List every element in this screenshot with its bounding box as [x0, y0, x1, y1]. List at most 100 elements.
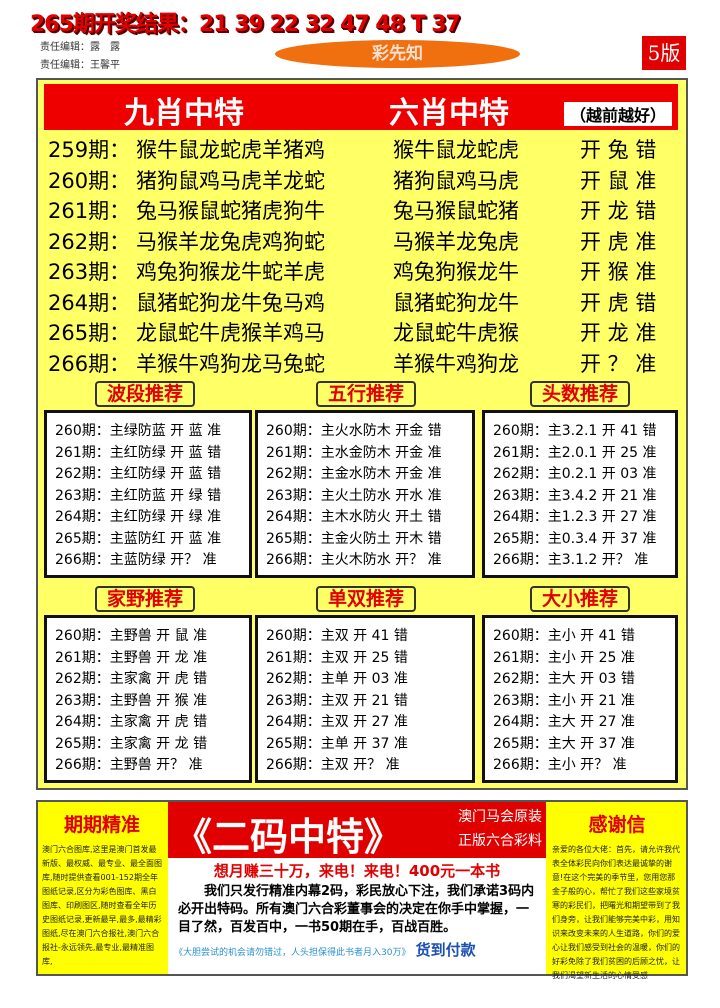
prediction-row: 260期： 猪狗鼠鸡马虎羊龙蛇 猪狗鼠鸡马虎 开 鼠 准 [48, 165, 678, 195]
record-line: 266期：主双 开？ 准 [266, 757, 400, 773]
ad-left-text: 澳门六合图库,这里是澳门首发最新版、最权威、最专业、最全面图库,随时提供查看00… [42, 845, 162, 966]
record-line: 266期：主3.1.2 开？ 准 [493, 552, 649, 568]
ad-left: 期期精准 澳门六合图库,这里是澳门首发最新版、最权威、最专业、最全面图库,随时提… [38, 802, 166, 974]
record-line: 265期：主单 开 37 准 [266, 735, 408, 752]
prediction-row: 263期： 鸡兔狗猴龙牛蛇羊虎 鸡兔狗猴龙牛 开 猴 准 [48, 256, 678, 286]
logo: 彩先知 [275, 40, 520, 68]
record-line: 261期：主小 开 25 准 [493, 649, 635, 666]
record-line: 266期：主火木防水 开？ 准 [266, 552, 442, 568]
title-right: 六肖中特 [389, 96, 509, 131]
record-line: 260期：主双 开 41 错 [266, 628, 408, 644]
prediction-row: 265期： 龙鼠蛇牛虎猴羊鸡马 龙鼠蛇牛虎猴 开 龙 准 [48, 317, 678, 347]
outcome: 开 龙 错 [580, 199, 657, 223]
editor-2: 责任编辑：王馨平 [40, 60, 120, 71]
record-line: 262期：主红防绿 开 蓝 错 [55, 466, 222, 482]
nine-zodiac: 兔马猴鼠蛇猪虎狗牛 [136, 199, 325, 223]
period: 260期： [48, 168, 131, 193]
record-line: 265期：主金火防土 开木 错 [266, 530, 442, 547]
record-line: 264期：主1.2.3 开 27 准 [493, 509, 657, 525]
nine-zodiac: 鼠猪蛇狗龙牛兔马鸡 [136, 290, 325, 315]
record-line: 264期：主木水防火 开土 错 [266, 509, 442, 525]
section-title: 五行推荐 [316, 381, 416, 407]
editor-1: 责任编辑：露 露 [40, 42, 120, 53]
ad-sub-1: 澳门马会原装 [458, 809, 542, 825]
record-line: 264期：主大 开 27 准 [493, 714, 635, 730]
title-note: （越前越好） [563, 102, 672, 126]
nine-zodiac: 羊猴牛鸡狗龙马兔蛇 [136, 351, 325, 376]
ad-body: 我们只发行精准内幕2码，彩民放心下注，我们承诺3码内必开出特码。所有澳门六合彩董… [178, 884, 535, 935]
record-line: 262期：主0.2.1 开 03 准 [493, 466, 657, 482]
prediction-row: 266期： 羊猴牛鸡狗龙马兔蛇 羊猴牛鸡狗龙 开 ？ 准 [48, 348, 678, 378]
record-line: 260期：主野兽 开 鼠 准 [55, 628, 208, 644]
record-line: 260期：主绿防蓝 开 蓝 准 [55, 423, 222, 439]
record-line: 263期：主野兽 开 猴 准 [55, 692, 208, 709]
section-box: 260期：主小 开 41 错 261期：主小 开 25 准 262期：主大 开 03… [482, 615, 678, 783]
period: 262期： [48, 229, 131, 254]
ad-right-text: 亲爱的各位大佬：首先，请允许我代表全体彩民向你们表达最诚挚的谢意!在这个完美的季… [552, 845, 680, 980]
record-line: 264期：主家禽 开 虎 错 [55, 714, 208, 730]
nine-zodiac: 猴牛鼠龙蛇虎羊猪鸡 [136, 138, 325, 162]
ad-left-title: 期期精准 [63, 814, 140, 836]
record-line: 262期：主金水防木 开金 准 [266, 466, 442, 482]
nine-zodiac: 猪狗鼠鸡马虎羊龙蛇 [136, 168, 325, 193]
record-line: 260期：主3.2.1 开 41 错 [493, 423, 657, 439]
title-left: 九肖中特 [124, 96, 244, 131]
record-line: 264期：主双 开 27 准 [266, 714, 408, 730]
ad-right: 感谢信 亲爱的各位大佬：首先，请允许我代表全体彩民向你们表达最诚挚的谢意!在这个… [548, 802, 686, 980]
outcome: 开 ？ 准 [580, 351, 657, 376]
six-zodiac: 龙鼠蛇牛虎猴 [393, 321, 519, 345]
period: 265期： [48, 321, 131, 345]
section-title: 大小推荐 [530, 586, 630, 612]
period: 259期： [48, 138, 131, 162]
outcome: 开 龙 准 [580, 321, 657, 345]
prediction-row: 262期： 马猴羊龙兔虎鸡狗蛇 马猴羊龙兔虎 开 虎 准 [48, 226, 678, 256]
nine-zodiac: 马猴羊龙兔虎鸡狗蛇 [136, 229, 325, 254]
section-title: 头数推荐 [530, 381, 630, 407]
record-line: 261期：主红防绿 开 蓝 错 [55, 444, 222, 461]
outcome: 开 猴 准 [580, 260, 657, 284]
record-line: 260期：主小 开 41 错 [493, 628, 635, 644]
nine-zodiac: 鸡兔狗猴龙牛蛇羊虎 [136, 260, 325, 284]
nine-zodiac: 龙鼠蛇牛虎猴羊鸡马 [136, 321, 325, 345]
record-line: 263期：主火土防水 开水 准 [266, 487, 442, 504]
record-line: 266期：主野兽 开？ 准 [55, 757, 203, 773]
record-line: 261期：主2.0.1 开 25 准 [493, 444, 657, 461]
section-box: 260期：主双 开 41 错 261期：主双 开 25 错 262期：主单 开 03… [255, 615, 475, 783]
record-line: 265期：主0.3.4 开 37 准 [493, 530, 657, 547]
period: 266期： [48, 351, 131, 376]
draw-result: 265期开奖结果：21 39 22 32 47 48 T 37 [30, 12, 461, 37]
section-title: 家野推荐 [95, 586, 195, 612]
record-line: 262期：主家禽 开 虎 错 [55, 671, 208, 687]
record-line: 264期：主红防绿 开 绿 准 [55, 509, 222, 525]
ad-footer: 《大胆尝试的机会请勿错过，人头担保得此书者月入30万》 [174, 948, 411, 958]
section-box: 260期：主绿防蓝 开 蓝 准 261期：主红防绿 开 蓝 错 262期：主红防绿 … [44, 410, 252, 578]
record-line: 263期：主双 开 21 错 [266, 692, 408, 709]
six-zodiac: 鸡兔狗猴龙牛 [393, 260, 519, 284]
record-line: 265期：主蓝防红 开 蓝 准 [55, 530, 222, 547]
record-line: 263期：主小 开 21 准 [493, 692, 635, 709]
six-zodiac: 羊猴牛鸡狗龙 [393, 351, 519, 376]
record-line: 262期：主单 开 03 准 [266, 671, 408, 687]
prediction-row: 261期： 兔马猴鼠蛇猪虎狗牛 兔马猴鼠蛇猪 开 龙 错 [48, 195, 678, 225]
record-line: 265期：主家禽 开 龙 错 [55, 735, 208, 752]
ad-right-title: 感谢信 [588, 814, 646, 836]
six-zodiac: 猴牛鼠龙蛇虎 [393, 138, 519, 162]
period: 261期： [48, 199, 131, 223]
ad-slogan: 想月赚三十万，来电！来电！400元一本书 [213, 862, 501, 880]
record-line: 262期：主大 开 03 错 [493, 671, 635, 687]
prediction-row: 264期： 鼠猪蛇狗龙牛兔马鸡 鼠猪蛇狗龙牛 开 虎 错 [48, 287, 678, 317]
section-title: 单双推荐 [316, 586, 416, 612]
six-zodiac: 马猴羊龙兔虎 [393, 229, 519, 254]
ad-center-title: 《二码中特》 [174, 815, 403, 859]
six-zodiac: 猪狗鼠鸡马虎 [393, 168, 519, 193]
period: 263期： [48, 260, 131, 284]
prediction-row: 259期： 猴牛鼠龙蛇虎羊猪鸡 猴牛鼠龙蛇虎 开 兔 错 [48, 134, 678, 164]
section-box: 260期：主火水防木 开金 错 261期：主水金防木 开金 准 262期：主金水防木… [255, 410, 475, 578]
record-line: 261期：主水金防木 开金 准 [266, 444, 442, 461]
record-line: 263期：主3.4.2 开 21 准 [493, 487, 657, 504]
record-line: 260期：主火水防木 开金 错 [266, 423, 442, 439]
six-zodiac: 鼠猪蛇狗龙牛 [393, 290, 519, 315]
record-line: 261期：主双 开 25 错 [266, 649, 408, 666]
record-line: 266期：主小 开？ 准 [493, 757, 627, 773]
outcome: 开 鼠 准 [580, 168, 657, 193]
